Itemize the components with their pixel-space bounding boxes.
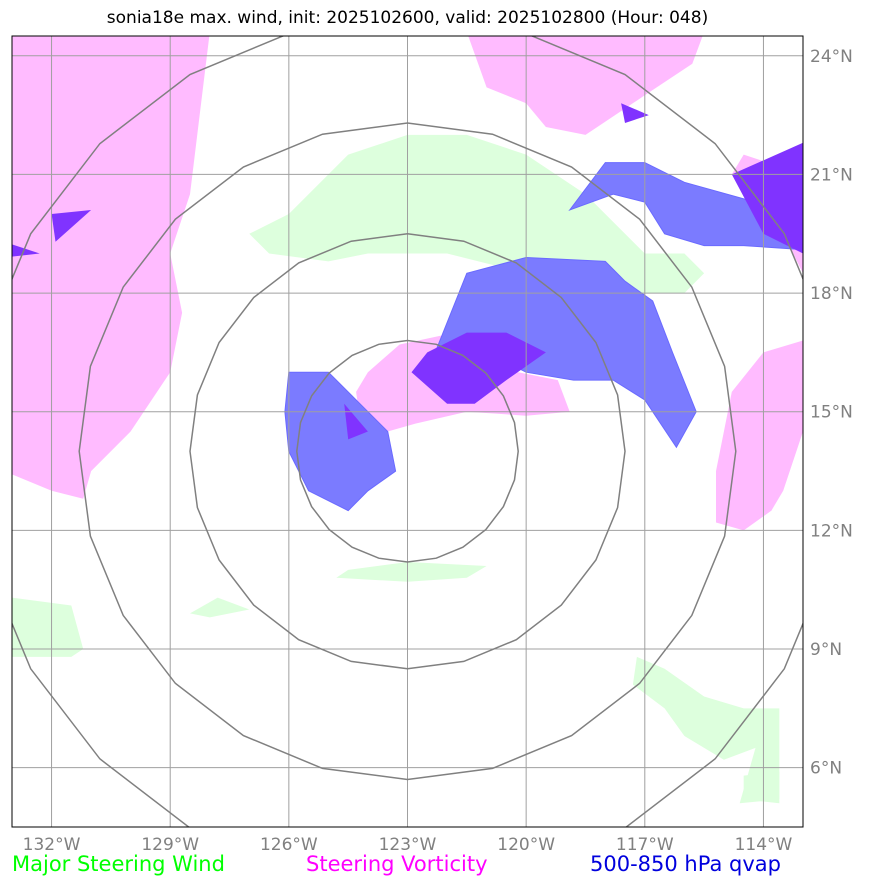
range-ring bbox=[296, 339, 519, 563]
range-ring bbox=[12, 36, 803, 827]
vorticity-area bbox=[468, 36, 703, 135]
latitude-tick-label: 21°N bbox=[810, 165, 853, 185]
wind-area bbox=[12, 597, 84, 657]
map-frame bbox=[11, 35, 804, 828]
longitude-tick-label: 117°W bbox=[616, 835, 674, 855]
qvap-core-area bbox=[51, 210, 92, 242]
qvap-area bbox=[568, 162, 803, 251]
wind-area bbox=[190, 597, 250, 618]
qvap-core-area bbox=[621, 103, 649, 123]
qvap-core-area bbox=[731, 142, 803, 254]
vorticity-area bbox=[716, 340, 803, 531]
legend-major-steering-wind: Major Steering Wind bbox=[12, 852, 225, 876]
longitude-tick-label: 126°W bbox=[260, 835, 318, 855]
latitude-tick-label: 24°N bbox=[810, 47, 853, 67]
qvap-light-layer bbox=[284, 162, 803, 512]
legend-qvap: 500-850 hPa qvap bbox=[590, 852, 781, 876]
latitude-tick-label: 18°N bbox=[810, 284, 853, 304]
longitude-tick-label: 129°W bbox=[141, 835, 199, 855]
latitude-tick-label: 9°N bbox=[810, 640, 842, 660]
qvap-area bbox=[284, 371, 397, 512]
legend-steering-vorticity: Steering Vorticity bbox=[306, 852, 488, 876]
longitude-tick-labels: 132°W 129°W 126°W 123°W 120°W 117°W 114°W bbox=[23, 835, 793, 855]
range-ring bbox=[78, 122, 737, 781]
qvap-dark-layer bbox=[12, 103, 803, 440]
longitude-tick-label: 132°W bbox=[23, 835, 81, 855]
map-title: sonia18e max. wind, init: 2025102600, va… bbox=[106, 8, 709, 28]
qvap-core-area bbox=[12, 244, 40, 257]
wind-area bbox=[249, 134, 705, 294]
latitude-tick-label: 6°N bbox=[810, 759, 842, 779]
longitude-tick-label: 123°W bbox=[379, 835, 437, 855]
wind-area bbox=[336, 562, 487, 582]
vorticity-area bbox=[12, 36, 210, 499]
latitude-tick-labels: 24°N 21°N 18°N 15°N 12°N 9°N 6°N bbox=[810, 47, 853, 779]
latitude-tick-label: 12°N bbox=[810, 521, 853, 541]
wind-area bbox=[632, 656, 780, 804]
latitude-tick-label: 15°N bbox=[810, 403, 853, 423]
longitude-tick-label: 114°W bbox=[735, 835, 793, 855]
wind-area bbox=[743, 771, 780, 804]
qvap-core-area bbox=[344, 403, 368, 440]
range-ring bbox=[189, 233, 626, 670]
range-rings bbox=[12, 36, 803, 827]
longitude-tick-label: 120°W bbox=[497, 835, 555, 855]
